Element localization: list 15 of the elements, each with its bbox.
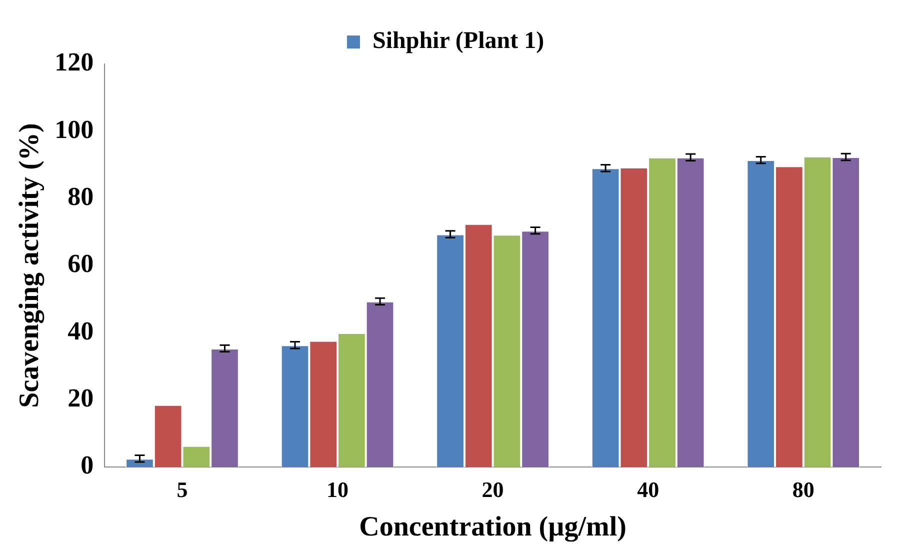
- x-tick-label: 40: [637, 476, 660, 502]
- x-tick-label: 80: [792, 476, 814, 502]
- y-tick-label: 100: [54, 114, 94, 144]
- y-axis-title: Scavenging activity (%): [14, 123, 46, 408]
- legend-label: Sihphir (Plant 1): [372, 28, 544, 54]
- y-tick-label: 0: [80, 450, 94, 480]
- x-tick-label: 10: [326, 476, 349, 502]
- y-tick-label: 120: [54, 48, 94, 77]
- x-axis-title: Concentration (µg/ml): [359, 511, 626, 542]
- y-tick-label: 20: [68, 384, 94, 413]
- y-tick-label: 40: [68, 316, 94, 346]
- x-tick-label: 5: [176, 476, 188, 502]
- x-tick-label: 20: [482, 476, 504, 502]
- y-tick-label: 80: [68, 182, 94, 212]
- y-tick-label: 60: [68, 249, 94, 278]
